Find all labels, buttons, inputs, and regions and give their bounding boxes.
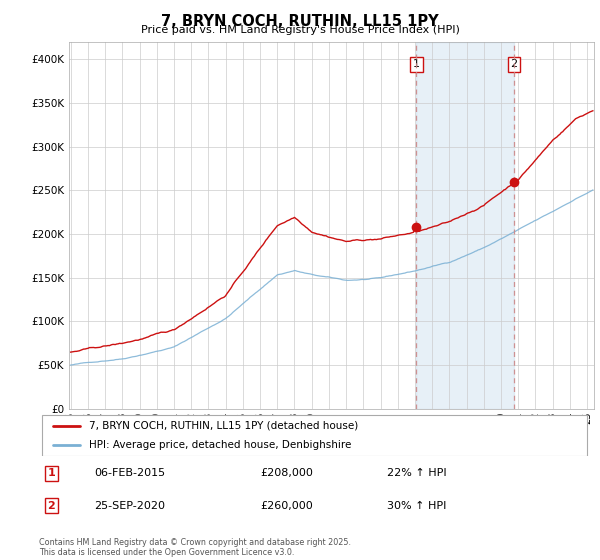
- Text: 2: 2: [47, 501, 55, 511]
- Text: £208,000: £208,000: [260, 468, 313, 478]
- Text: 1: 1: [413, 59, 420, 69]
- Text: HPI: Average price, detached house, Denbighshire: HPI: Average price, detached house, Denb…: [89, 440, 351, 450]
- Text: 7, BRYN COCH, RUTHIN, LL15 1PY (detached house): 7, BRYN COCH, RUTHIN, LL15 1PY (detached…: [89, 421, 358, 431]
- FancyBboxPatch shape: [42, 416, 587, 456]
- Text: 25-SEP-2020: 25-SEP-2020: [94, 501, 165, 511]
- Text: 7, BRYN COCH, RUTHIN, LL15 1PY: 7, BRYN COCH, RUTHIN, LL15 1PY: [161, 14, 439, 29]
- Text: £260,000: £260,000: [260, 501, 313, 511]
- Text: 22% ↑ HPI: 22% ↑ HPI: [387, 468, 446, 478]
- Text: 1: 1: [47, 468, 55, 478]
- Bar: [416, 42, 514, 409]
- Text: 06-FEB-2015: 06-FEB-2015: [94, 468, 166, 478]
- Text: 2: 2: [511, 59, 518, 69]
- Text: Price paid vs. HM Land Registry's House Price Index (HPI): Price paid vs. HM Land Registry's House …: [140, 25, 460, 35]
- Text: 30% ↑ HPI: 30% ↑ HPI: [387, 501, 446, 511]
- Text: Contains HM Land Registry data © Crown copyright and database right 2025.
This d: Contains HM Land Registry data © Crown c…: [39, 538, 351, 557]
